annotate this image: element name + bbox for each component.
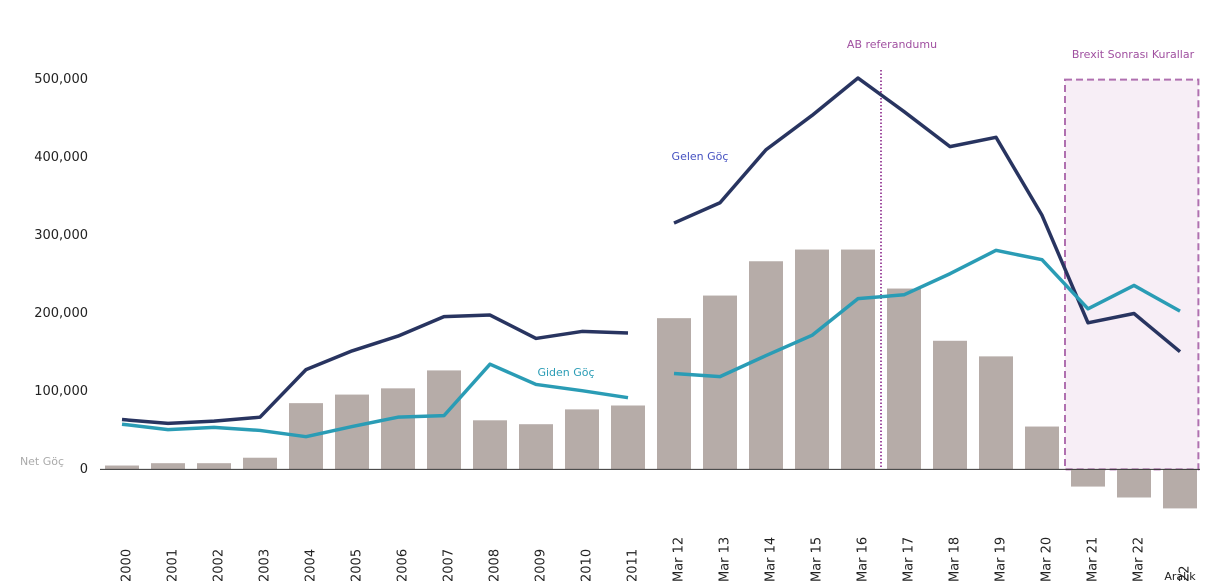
x-tick-label: Mar 13 (718, 537, 733, 582)
bar (381, 388, 415, 470)
bar (519, 424, 553, 470)
x-tick-label: 2003 (258, 549, 273, 582)
brexit-box (1064, 78, 1200, 471)
x-tick-label: 2006 (396, 549, 411, 582)
bar (565, 409, 599, 470)
y-tick-label: 500,000 (34, 72, 88, 87)
x-tick-label: Mar 12 (672, 537, 687, 582)
line (673, 248, 1181, 379)
x-tick-label: 2002 (212, 549, 227, 582)
period-label: Aralık (1164, 570, 1196, 583)
x-tick-label: Mar 21 (1086, 537, 1101, 582)
x-tick-label: 2010 (580, 549, 595, 582)
y-tick-label: 100,000 (34, 384, 88, 399)
x-tick-label: Mar 18 (948, 537, 963, 582)
line (121, 362, 629, 439)
x-tick-label: Mar 19 (994, 537, 1009, 582)
bar (197, 463, 231, 470)
x-tick-label: Mar 16 (856, 537, 871, 582)
bar (1071, 469, 1105, 487)
bar (243, 457, 277, 470)
x-tick-label: Mar 17 (902, 537, 917, 582)
x-tick-label: Mar 22 (1132, 537, 1147, 582)
bar (1025, 426, 1059, 470)
bar (887, 288, 921, 470)
bar (105, 465, 139, 470)
x-tick-label: 2007 (442, 549, 457, 582)
x-tick-label: 2009 (534, 549, 549, 582)
bar (657, 318, 691, 470)
x-tick-label: Mar 15 (810, 537, 825, 582)
referendum-label: AB referandumu (847, 38, 937, 51)
bar (841, 249, 875, 470)
x-tick-label: 2011 (626, 549, 641, 582)
bar (749, 261, 783, 470)
line (673, 76, 1182, 354)
bar (795, 249, 829, 470)
x-tick-label: 2005 (350, 549, 365, 582)
y-tick-label: 200,000 (34, 306, 88, 321)
x-tick-label: 2004 (304, 549, 319, 582)
y-tick-label: 300,000 (34, 228, 88, 243)
bar (1117, 469, 1151, 498)
net-label: Net Göç (20, 455, 64, 468)
bar (427, 370, 461, 470)
bar (151, 463, 185, 470)
x-tick-label: 2001 (166, 549, 181, 582)
bar (1163, 469, 1197, 509)
y-tick-label: 0 (80, 462, 88, 477)
x-tick-label: Mar 14 (764, 537, 779, 582)
outflow-label: Giden Göç (537, 366, 594, 379)
bar (611, 405, 645, 470)
x-tick-label: 2000 (120, 549, 135, 582)
inflow-label: Gelen Göç (672, 150, 729, 163)
line (121, 313, 629, 426)
y-tick-label: 400,000 (34, 150, 88, 165)
x-tick-label: 22 (1178, 565, 1193, 582)
x-tick-label: 2008 (488, 549, 503, 582)
x-tick-label: Mar 20 (1040, 537, 1055, 582)
bar (703, 295, 737, 470)
bar (473, 420, 507, 470)
brexit-label: Brexit Sonrası Kurallar (1072, 48, 1195, 61)
bar (335, 394, 369, 470)
bar (933, 340, 967, 470)
bar (979, 356, 1013, 470)
